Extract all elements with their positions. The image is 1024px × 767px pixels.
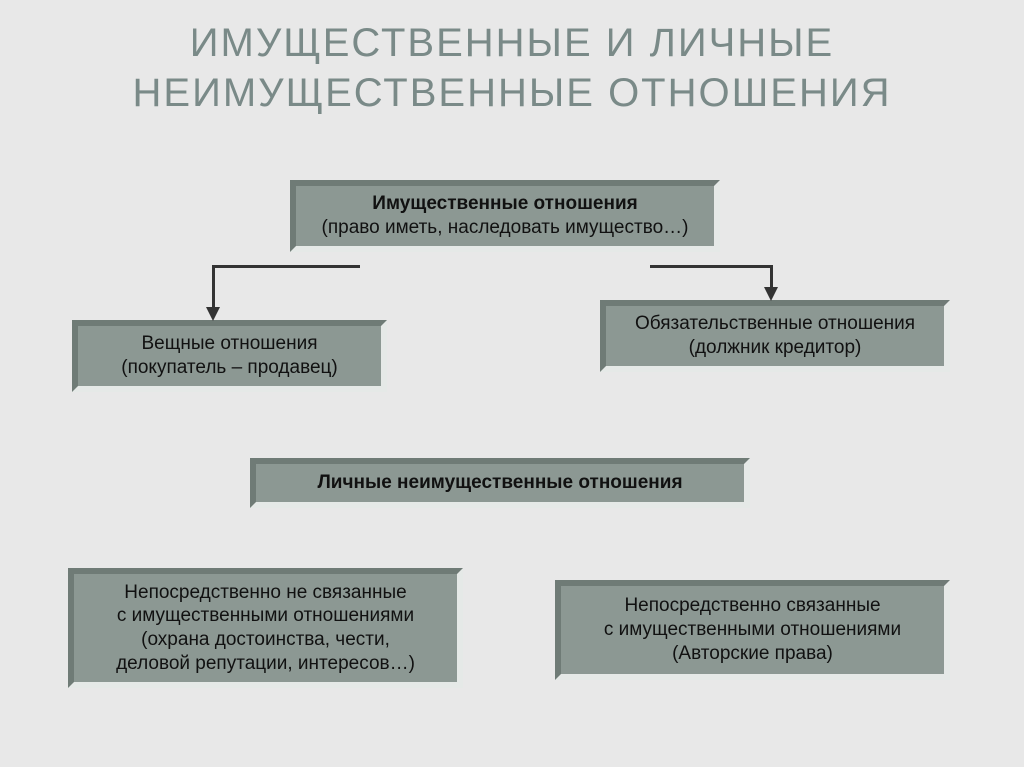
arrow-head-icon — [206, 307, 220, 321]
box-heading: Вещные отношения — [142, 332, 318, 356]
box-directly-related: Непосредственно связанные с имущественны… — [555, 580, 950, 680]
box-nonproperty-relations: Личные неимущественные отношения — [250, 458, 750, 508]
box-heading: Имущественные отношения — [372, 192, 637, 216]
box-line: деловой репутации, интересов…) — [116, 652, 415, 676]
box-subtext: (покупатель – продавец) — [121, 356, 338, 380]
box-property-relations: Имущественные отношения (право иметь, на… — [290, 180, 720, 252]
box-line: Непосредственно не связанные — [124, 581, 406, 605]
box-subtext: (право иметь, наследовать имущество…) — [322, 216, 689, 240]
box-line: с имущественными отношениями — [604, 618, 901, 642]
box-line: (Авторские права) — [672, 642, 833, 666]
arrow-head-icon — [764, 287, 778, 301]
page-title: ИМУЩЕСТВЕННЫЕ И ЛИЧНЫЕ НЕИМУЩЕСТВЕННЫЕ О… — [0, 0, 1024, 126]
box-real-relations: Вещные отношения (покупатель – продавец) — [72, 320, 387, 392]
arrow-segment — [212, 265, 360, 268]
box-heading: Личные неимущественные отношения — [317, 471, 682, 495]
arrow-segment — [212, 265, 215, 307]
box-not-directly-related: Непосредственно не связанные с имуществе… — [68, 568, 463, 688]
box-line: с имущественными отношениями — [117, 604, 414, 628]
box-obligation-relations: Обязательственные отношения (должник кре… — [600, 300, 950, 372]
arrow-segment — [770, 265, 773, 287]
box-subtext: (должник кредитор) — [689, 336, 862, 360]
box-line: Непосредственно связанные — [624, 594, 880, 618]
box-line: (охрана достоинства, чести, — [141, 628, 390, 652]
arrow-segment — [650, 265, 770, 268]
box-heading: Обязательственные отношения — [635, 312, 915, 336]
